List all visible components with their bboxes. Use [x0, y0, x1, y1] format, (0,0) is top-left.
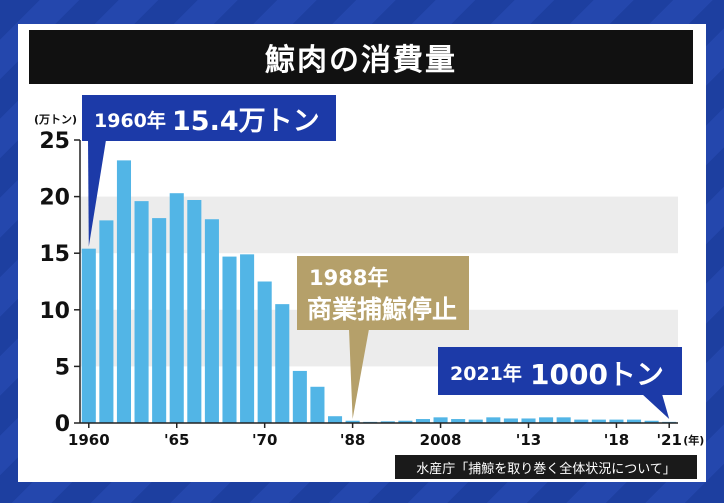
bar — [626, 419, 642, 423]
callout-pointer — [349, 329, 369, 419]
callout-2021 — [438, 347, 682, 395]
bar — [468, 419, 483, 423]
callout-1960-year: 1960年 — [94, 109, 166, 132]
bar — [433, 417, 448, 423]
x-tick-label: '18 — [604, 431, 629, 449]
bar — [503, 418, 518, 423]
x-tick-label: '70 — [252, 431, 277, 449]
bar — [521, 418, 536, 423]
bar — [345, 420, 360, 423]
bar — [310, 386, 325, 423]
x-tick-label: '21 — [656, 431, 681, 449]
bar — [240, 254, 255, 423]
title-bar: 鯨肉の消費量 — [29, 30, 693, 84]
callout-1988 — [297, 256, 469, 330]
callout-1960-value: 15.4万トン — [172, 106, 320, 137]
bar — [327, 416, 343, 423]
bar — [134, 201, 149, 423]
callout-2021-year: 2021年 — [450, 362, 522, 385]
x-tick-label: '88 — [340, 431, 365, 449]
y-tick-label: 10 — [39, 299, 70, 324]
bar — [169, 193, 184, 423]
source-note: 水産庁「捕鯨を取り巻く全体状況について」 — [395, 455, 697, 479]
bar — [451, 419, 466, 423]
callout-pointer — [88, 140, 106, 247]
y-tick-label: 20 — [39, 186, 70, 211]
x-unit-label: (年) — [683, 433, 704, 447]
bar — [556, 417, 571, 423]
callout-1960 — [82, 95, 336, 141]
bar — [574, 419, 589, 423]
callout-2021-value: 1000トン — [530, 358, 664, 391]
bar — [275, 304, 290, 423]
y-axis: 0 5 10 15 20 25 (万トン) — [34, 113, 81, 437]
y-tick-label: 0 — [55, 412, 70, 437]
callout-1988-label: 商業捕鯨停止 — [307, 295, 457, 324]
bar — [222, 256, 237, 423]
bar — [380, 421, 395, 423]
x-axis: 1960 '65 '70 '88 2008 '13 '18 '21 (年) — [68, 422, 704, 449]
y-tick-label: 25 — [39, 129, 70, 154]
x-tick-label: 1960 — [68, 431, 110, 449]
x-tick-label: '65 — [164, 431, 189, 449]
y-unit-label: (万トン) — [34, 113, 77, 126]
bar — [187, 199, 202, 423]
bars — [81, 160, 677, 423]
bar — [644, 420, 659, 423]
bar — [152, 218, 167, 423]
bar — [116, 160, 132, 423]
callout-1988-year: 1988年 — [309, 266, 388, 290]
bar — [292, 370, 307, 423]
bar — [591, 419, 606, 423]
bar — [81, 248, 96, 423]
bar — [99, 220, 114, 423]
x-tick-label: 2008 — [420, 431, 462, 449]
chart-title: 鯨肉の消費量 — [265, 43, 457, 78]
bar — [257, 281, 272, 423]
y-tick-label: 5 — [55, 355, 70, 380]
bar — [609, 419, 624, 423]
bar — [539, 417, 554, 423]
bar — [415, 419, 431, 423]
y-tick-label: 15 — [39, 242, 70, 267]
bar — [398, 420, 413, 423]
bar — [204, 219, 219, 423]
callout-pointer — [642, 394, 670, 419]
bar — [486, 417, 501, 423]
x-tick-label: '13 — [516, 431, 541, 449]
